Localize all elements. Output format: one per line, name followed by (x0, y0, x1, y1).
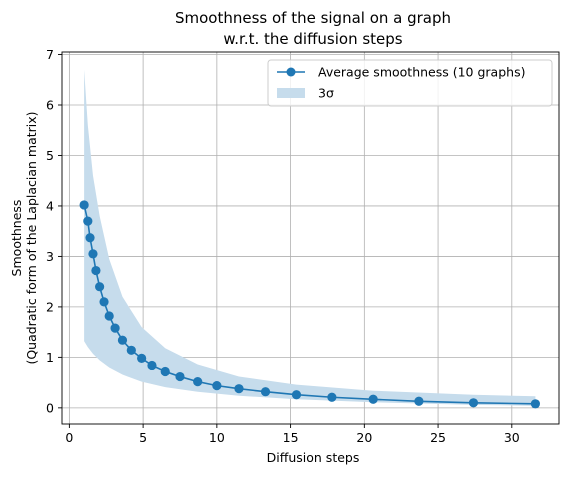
legend-marker-swatch (286, 67, 296, 77)
data-point (291, 390, 302, 400)
data-point (414, 396, 424, 406)
data-point (137, 353, 147, 363)
legend-box (267, 59, 553, 107)
data-point (468, 398, 479, 408)
data-point (193, 377, 203, 387)
x-tick-label: 30 (504, 430, 520, 445)
legend-band-swatch (277, 88, 305, 98)
chart-title: Smoothness of the signal on a graph (175, 9, 451, 27)
legend: Average smoothness (10 graphs) 3σ (267, 59, 553, 107)
data-point (234, 384, 244, 394)
y-tick-label: 2 (46, 299, 54, 314)
data-point (83, 216, 93, 226)
data-point (85, 233, 95, 243)
data-point (79, 200, 89, 210)
y-tick-label: 6 (46, 97, 54, 112)
data-point (175, 371, 185, 382)
y-axis-label: Smoothness (9, 200, 24, 277)
band-layer (84, 69, 536, 406)
series-layer (79, 200, 541, 409)
data-point (110, 323, 120, 333)
data-point (368, 394, 378, 404)
y-tick-label: 1 (46, 350, 54, 365)
legend-band-label: 3σ (318, 86, 334, 101)
y-axis-label-line2: (Quadratic form of the Laplacian matrix) (24, 111, 39, 364)
x-tick-label: 5 (139, 430, 147, 445)
data-point (260, 387, 271, 397)
y-tick-label: 0 (46, 400, 54, 415)
x-tick-label: 25 (430, 430, 446, 445)
data-point (327, 392, 337, 402)
data-point (530, 399, 541, 409)
sigma-band (84, 69, 536, 406)
x-tick-label: 0 (65, 430, 73, 445)
data-point (99, 297, 109, 307)
tick-layer: 0 5 10 15 20 25 30 0 1 2 3 4 5 6 7 (46, 47, 520, 445)
legend-series-label: Average smoothness (10 graphs) (318, 65, 525, 80)
data-point (117, 335, 128, 345)
y-tick-label: 3 (46, 249, 54, 264)
axes-frame (61, 51, 560, 425)
data-point (91, 265, 101, 276)
x-tick-label: 10 (209, 430, 225, 445)
data-point (160, 366, 170, 377)
chart-subtitle: w.r.t. the diffusion steps (223, 30, 402, 48)
y-tick-label: 5 (46, 148, 54, 163)
data-point (88, 249, 98, 259)
data-point (147, 360, 157, 371)
data-point (104, 311, 114, 321)
x-tick-label: 20 (356, 430, 372, 445)
data-point (212, 381, 222, 391)
x-tick-label: 15 (283, 430, 299, 445)
y-tick-label: 4 (46, 198, 54, 213)
data-point (95, 282, 105, 292)
x-axis-label: Diffusion steps (267, 450, 360, 465)
data-point (126, 345, 136, 355)
y-tick-label: 7 (46, 47, 54, 62)
